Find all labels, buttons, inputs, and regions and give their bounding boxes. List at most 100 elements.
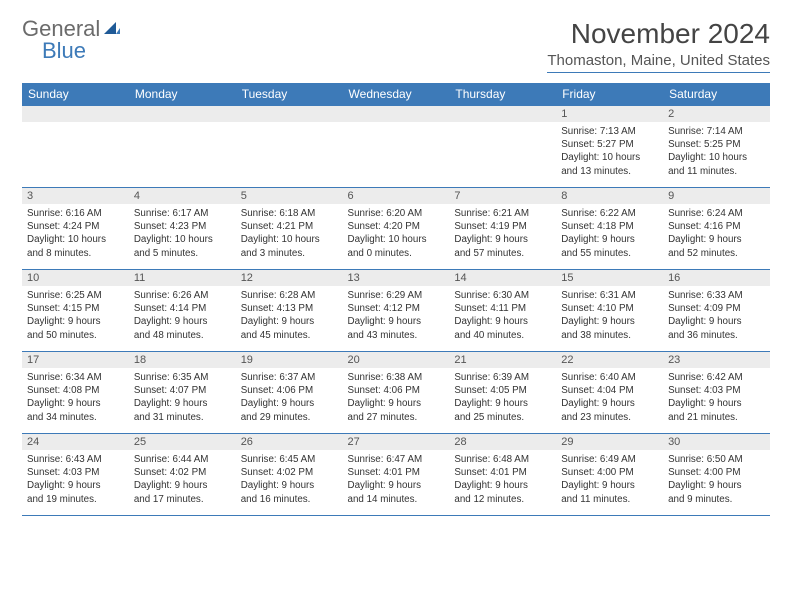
day-details: Sunrise: 6:28 AMSunset: 4:13 PMDaylight:… [236, 286, 343, 345]
calendar-day-cell: 4Sunrise: 6:17 AMSunset: 4:23 PMDaylight… [129, 188, 236, 270]
day-header: Tuesday [236, 83, 343, 106]
daylight-line1: Daylight: 10 hours [561, 151, 658, 164]
sunrise-text: Sunrise: 6:21 AM [454, 207, 551, 220]
daylight-line2: and 38 minutes. [561, 329, 658, 342]
daylight-line2: and 9 minutes. [668, 493, 765, 506]
day-details: Sunrise: 7:14 AMSunset: 5:25 PMDaylight:… [663, 122, 770, 181]
sunrise-text: Sunrise: 6:39 AM [454, 371, 551, 384]
daylight-line1: Daylight: 9 hours [454, 233, 551, 246]
calendar-day-cell: 26Sunrise: 6:45 AMSunset: 4:02 PMDayligh… [236, 434, 343, 516]
sunrise-text: Sunrise: 6:33 AM [668, 289, 765, 302]
day-number: 15 [556, 270, 663, 286]
calendar-day-cell: 19Sunrise: 6:37 AMSunset: 4:06 PMDayligh… [236, 352, 343, 434]
day-details: Sunrise: 6:24 AMSunset: 4:16 PMDaylight:… [663, 204, 770, 263]
calendar-day-cell: 15Sunrise: 6:31 AMSunset: 4:10 PMDayligh… [556, 270, 663, 352]
sunrise-text: Sunrise: 6:50 AM [668, 453, 765, 466]
daylight-line1: Daylight: 9 hours [348, 397, 445, 410]
daylight-line1: Daylight: 9 hours [241, 479, 338, 492]
day-details: Sunrise: 6:48 AMSunset: 4:01 PMDaylight:… [449, 450, 556, 509]
day-details: Sunrise: 6:30 AMSunset: 4:11 PMDaylight:… [449, 286, 556, 345]
daylight-line1: Daylight: 9 hours [348, 479, 445, 492]
daylight-line2: and 55 minutes. [561, 247, 658, 260]
day-details: Sunrise: 6:34 AMSunset: 4:08 PMDaylight:… [22, 368, 129, 427]
daylight-line1: Daylight: 10 hours [134, 233, 231, 246]
day-number: 4 [129, 188, 236, 204]
sunrise-text: Sunrise: 6:38 AM [348, 371, 445, 384]
day-number: 9 [663, 188, 770, 204]
day-number: 20 [343, 352, 450, 368]
day-header: Friday [556, 83, 663, 106]
day-details: Sunrise: 6:35 AMSunset: 4:07 PMDaylight:… [129, 368, 236, 427]
calendar-day-cell: 7Sunrise: 6:21 AMSunset: 4:19 PMDaylight… [449, 188, 556, 270]
sunrise-text: Sunrise: 6:42 AM [668, 371, 765, 384]
sunrise-text: Sunrise: 6:24 AM [668, 207, 765, 220]
calendar-table: SundayMondayTuesdayWednesdayThursdayFrid… [22, 83, 770, 516]
calendar-day-cell: 17Sunrise: 6:34 AMSunset: 4:08 PMDayligh… [22, 352, 129, 434]
sunrise-text: Sunrise: 6:20 AM [348, 207, 445, 220]
page-title: November 2024 [547, 18, 770, 50]
calendar-day-cell: 24Sunrise: 6:43 AMSunset: 4:03 PMDayligh… [22, 434, 129, 516]
sunset-text: Sunset: 4:03 PM [668, 384, 765, 397]
day-number: 13 [343, 270, 450, 286]
calendar-week-row: 24Sunrise: 6:43 AMSunset: 4:03 PMDayligh… [22, 434, 770, 516]
day-details: Sunrise: 6:45 AMSunset: 4:02 PMDaylight:… [236, 450, 343, 509]
daylight-line1: Daylight: 9 hours [561, 315, 658, 328]
sunset-text: Sunset: 5:27 PM [561, 138, 658, 151]
day-header: Saturday [663, 83, 770, 106]
calendar-day-cell: 3Sunrise: 6:16 AMSunset: 4:24 PMDaylight… [22, 188, 129, 270]
header: General Blue November 2024 Thomaston, Ma… [22, 18, 770, 73]
calendar-day-cell [449, 106, 556, 188]
sunset-text: Sunset: 4:07 PM [134, 384, 231, 397]
sunrise-text: Sunrise: 6:16 AM [27, 207, 124, 220]
daylight-line2: and 0 minutes. [348, 247, 445, 260]
calendar-day-cell: 1Sunrise: 7:13 AMSunset: 5:27 PMDaylight… [556, 106, 663, 188]
day-number: 2 [663, 106, 770, 122]
day-number: 18 [129, 352, 236, 368]
sunrise-text: Sunrise: 6:45 AM [241, 453, 338, 466]
sunset-text: Sunset: 4:19 PM [454, 220, 551, 233]
title-block: November 2024 Thomaston, Maine, United S… [547, 18, 770, 73]
calendar-day-cell: 21Sunrise: 6:39 AMSunset: 4:05 PMDayligh… [449, 352, 556, 434]
daylight-line2: and 11 minutes. [561, 493, 658, 506]
day-details: Sunrise: 6:40 AMSunset: 4:04 PMDaylight:… [556, 368, 663, 427]
sunset-text: Sunset: 4:14 PM [134, 302, 231, 315]
day-details: Sunrise: 6:17 AMSunset: 4:23 PMDaylight:… [129, 204, 236, 263]
logo-sail-icon [102, 20, 122, 36]
sunrise-text: Sunrise: 6:43 AM [27, 453, 124, 466]
day-details: Sunrise: 6:43 AMSunset: 4:03 PMDaylight:… [22, 450, 129, 509]
calendar-day-cell: 28Sunrise: 6:48 AMSunset: 4:01 PMDayligh… [449, 434, 556, 516]
calendar-week-row: 10Sunrise: 6:25 AMSunset: 4:15 PMDayligh… [22, 270, 770, 352]
sunrise-text: Sunrise: 6:17 AM [134, 207, 231, 220]
sunset-text: Sunset: 4:08 PM [27, 384, 124, 397]
day-number: 26 [236, 434, 343, 450]
sunrise-text: Sunrise: 6:28 AM [241, 289, 338, 302]
daylight-line1: Daylight: 9 hours [134, 479, 231, 492]
sunrise-text: Sunrise: 6:22 AM [561, 207, 658, 220]
daylight-line2: and 16 minutes. [241, 493, 338, 506]
sunset-text: Sunset: 4:16 PM [668, 220, 765, 233]
daylight-line2: and 12 minutes. [454, 493, 551, 506]
day-number [343, 106, 450, 122]
logo: General Blue [22, 18, 122, 62]
day-number: 29 [556, 434, 663, 450]
day-header-row: SundayMondayTuesdayWednesdayThursdayFrid… [22, 83, 770, 106]
daylight-line2: and 25 minutes. [454, 411, 551, 424]
daylight-line1: Daylight: 9 hours [561, 233, 658, 246]
day-details: Sunrise: 6:20 AMSunset: 4:20 PMDaylight:… [343, 204, 450, 263]
day-details: Sunrise: 6:21 AMSunset: 4:19 PMDaylight:… [449, 204, 556, 263]
calendar-day-cell: 5Sunrise: 6:18 AMSunset: 4:21 PMDaylight… [236, 188, 343, 270]
daylight-line2: and 8 minutes. [27, 247, 124, 260]
daylight-line2: and 21 minutes. [668, 411, 765, 424]
day-details: Sunrise: 6:26 AMSunset: 4:14 PMDaylight:… [129, 286, 236, 345]
calendar-day-cell: 12Sunrise: 6:28 AMSunset: 4:13 PMDayligh… [236, 270, 343, 352]
calendar-day-cell [343, 106, 450, 188]
day-number: 6 [343, 188, 450, 204]
calendar-day-cell: 8Sunrise: 6:22 AMSunset: 4:18 PMDaylight… [556, 188, 663, 270]
calendar-day-cell: 20Sunrise: 6:38 AMSunset: 4:06 PMDayligh… [343, 352, 450, 434]
day-details: Sunrise: 6:33 AMSunset: 4:09 PMDaylight:… [663, 286, 770, 345]
day-details: Sunrise: 7:13 AMSunset: 5:27 PMDaylight:… [556, 122, 663, 181]
sunset-text: Sunset: 4:24 PM [27, 220, 124, 233]
day-details: Sunrise: 6:47 AMSunset: 4:01 PMDaylight:… [343, 450, 450, 509]
day-number: 24 [22, 434, 129, 450]
sunset-text: Sunset: 4:06 PM [241, 384, 338, 397]
